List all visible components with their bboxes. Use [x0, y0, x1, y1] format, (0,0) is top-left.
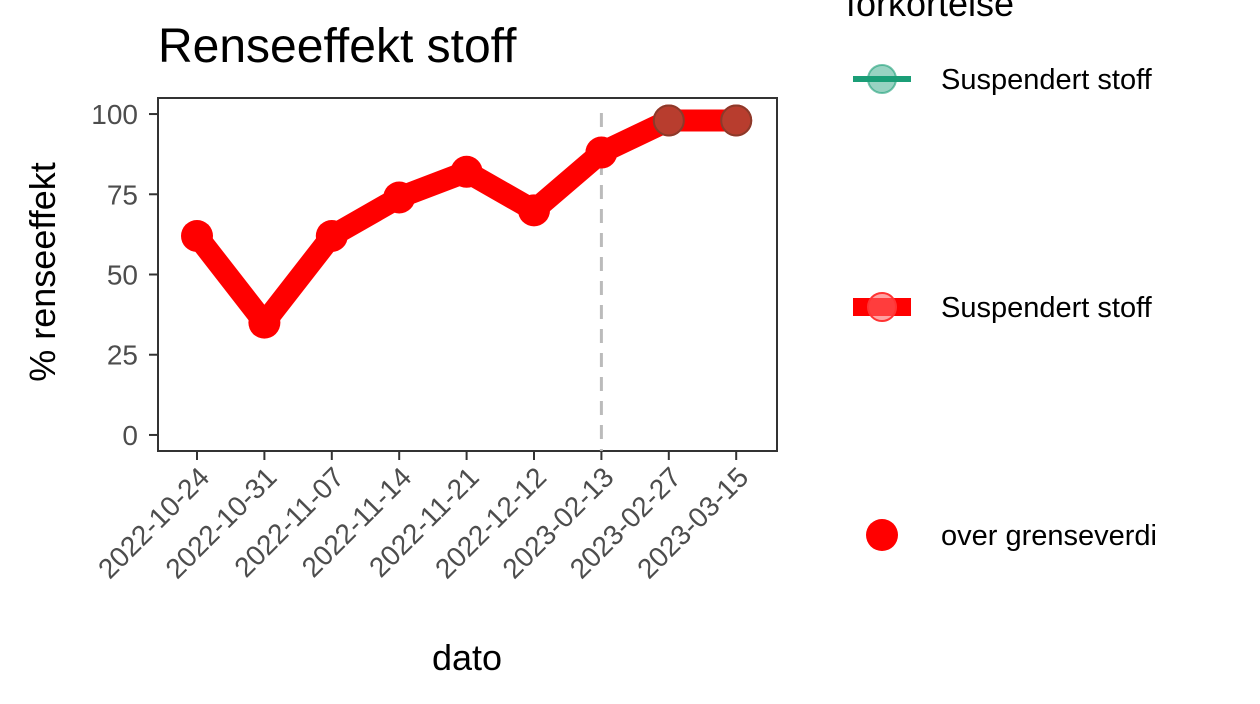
data-point: [518, 194, 550, 227]
y-tick-label: 0: [122, 420, 138, 451]
legend-title: forkortelse: [846, 0, 1014, 24]
y-tick-label: 25: [107, 340, 138, 371]
y-axis: 0 25 50 75 100: [91, 99, 158, 451]
series-layer: [181, 104, 753, 339]
y-tick-label: 100: [91, 99, 138, 130]
data-point: [450, 155, 483, 188]
data-point: [181, 219, 213, 252]
over-limit-point: [720, 104, 753, 137]
legend-key: [853, 64, 911, 94]
data-point: [585, 136, 618, 169]
legend-key: [853, 292, 911, 322]
legend: forkortelse Suspendert stoff Suspendert s…: [846, 0, 1157, 552]
data-point: [315, 219, 348, 252]
legend-key: [866, 519, 898, 551]
plot-panel: [157, 97, 778, 452]
legend-label: Suspendert stoff: [941, 64, 1153, 96]
data-point: [248, 306, 281, 339]
data-point: [383, 181, 416, 214]
x-axis: 2022-10-242022-10-312022-11-072022-11-14…: [92, 451, 754, 585]
y-tick-label: 75: [107, 179, 138, 210]
x-axis-title: dato: [432, 637, 502, 678]
chart-title: Renseeffekt stoff: [158, 20, 517, 73]
over-limit-point: [652, 104, 685, 137]
y-axis-title: % renseeffekt: [22, 162, 63, 381]
legend-label: Suspendert stoff: [941, 292, 1153, 324]
legend-label: over grenseverdi: [941, 520, 1157, 552]
y-tick-label: 50: [107, 260, 138, 291]
